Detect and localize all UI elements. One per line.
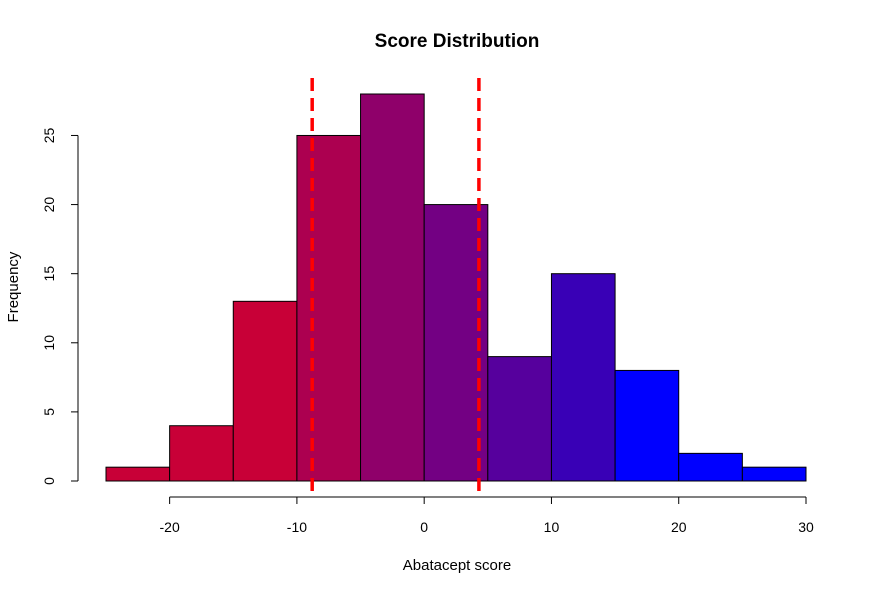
- x-tick-label: 30: [798, 519, 814, 535]
- y-tick-label: 10: [41, 335, 57, 351]
- x-tick-label: 0: [420, 519, 428, 535]
- x-tick-label: 20: [671, 519, 687, 535]
- histogram-bar: [741, 466, 807, 482]
- y-tick-label: 20: [41, 197, 57, 213]
- histogram-bar: [487, 356, 552, 482]
- y-tick-label: 25: [41, 127, 57, 143]
- histogram-bar: [296, 134, 362, 482]
- x-axis: -20 -10 0 10 20 30: [160, 496, 814, 535]
- x-tick-label: 10: [544, 519, 560, 535]
- y-tick-label: 5: [41, 408, 57, 416]
- histogram-bar: [550, 273, 616, 482]
- x-tick-label: -10: [287, 519, 307, 535]
- histogram-bar: [232, 300, 298, 482]
- histogram-bar: [169, 425, 234, 482]
- chart-title: Score Distribution: [375, 31, 540, 52]
- y-tick-label: 15: [41, 266, 57, 282]
- y-tick-label: 0: [41, 477, 57, 485]
- bars-group: [105, 93, 807, 482]
- x-tick-label: -20: [160, 519, 180, 535]
- x-axis-label: Abatacept score: [403, 557, 511, 574]
- histogram-bar: [105, 466, 171, 482]
- y-axis-label: Frequency: [5, 251, 22, 322]
- histogram-bar: [360, 93, 425, 482]
- histogram-bar: [614, 369, 680, 482]
- reference-lines-group: [310, 78, 481, 496]
- histogram-bar: [678, 452, 743, 482]
- y-axis: 0 5 10 15 20 25: [41, 127, 79, 485]
